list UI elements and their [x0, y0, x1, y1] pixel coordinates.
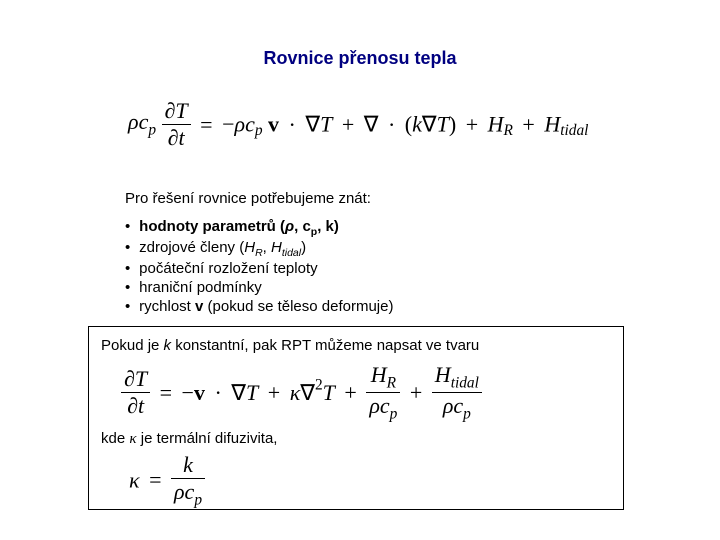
bullet-list: • hodnoty parametrů (ρ, cp, k) • zdrojov…: [125, 218, 393, 317]
Htidal-over-rhocp: Htidal ρcp: [432, 362, 482, 424]
HR-over-rhocp: HR ρcp: [366, 362, 400, 424]
bullet-4: • hraniční podmínky: [125, 279, 393, 298]
slide-title: Rovnice přenosu tepla: [0, 48, 720, 69]
bullet-3: • počáteční rozložení teploty: [125, 260, 393, 279]
bullet-5: • rychlost v (pokud se těleso deformuje): [125, 298, 393, 317]
slide: Rovnice přenosu tepla ρcp ∂T ∂t = −ρcp v…: [0, 0, 720, 540]
equation-rpt-simplified: ∂T ∂t = −v · ∇T + κ∇2T + HR ρcp + Htidal…: [121, 362, 611, 424]
bullet-2: • zdrojové členy (HR, Htidal): [125, 239, 393, 260]
p-sub: p: [148, 122, 156, 139]
k-over-rhocp: k ρcp: [171, 452, 205, 509]
v-bold: v: [268, 112, 279, 137]
dT-dt-fraction: ∂T ∂t: [162, 98, 191, 151]
box-text-2: kde κ je termální difuzivita,: [101, 430, 611, 448]
boxed-region: Pokud je k konstantní, pak RPT můžeme na…: [88, 326, 624, 510]
dT-dt-fraction-2: ∂T ∂t: [121, 366, 150, 419]
rho: ρ: [128, 109, 139, 134]
equation-kappa: κ = k ρcp: [129, 452, 611, 509]
box-text-1: Pokud je k konstantní, pak RPT můžeme na…: [101, 337, 611, 354]
bullet-1: • hodnoty parametrů (ρ, cp, k): [125, 218, 393, 239]
intro-text: Pro řešení rovnice potřebujeme znát:: [125, 190, 371, 207]
c: c: [139, 109, 149, 134]
equation-heat-transfer: ρcp ∂T ∂t = −ρcp v · ∇T + ∇ · (k∇T) + HR…: [128, 98, 588, 151]
